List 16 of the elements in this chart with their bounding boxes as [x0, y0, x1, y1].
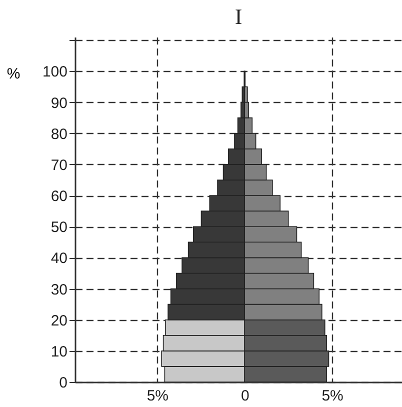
- y-tick-label: 50: [50, 219, 68, 236]
- y-tick-label: 40: [50, 250, 68, 268]
- x-tick-label: 5%: [322, 388, 344, 404]
- y-tick-label: 70: [50, 156, 68, 174]
- y-tick-label: 10: [50, 343, 68, 360]
- chart-title: I: [234, 4, 242, 29]
- y-tick-label: 80: [50, 126, 68, 143]
- x-tick-label: 5%: [146, 388, 169, 404]
- y-tick-label: 90: [50, 94, 68, 112]
- y-axis-title: %: [6, 66, 20, 82]
- x-tick-label: 0: [240, 388, 250, 404]
- y-tick-label: 60: [50, 188, 68, 206]
- y-tick-label: 20: [50, 312, 68, 330]
- y-tick-label: 100: [42, 64, 68, 81]
- y-tick-label: 30: [50, 281, 68, 298]
- y-tick-label: 0: [59, 374, 68, 392]
